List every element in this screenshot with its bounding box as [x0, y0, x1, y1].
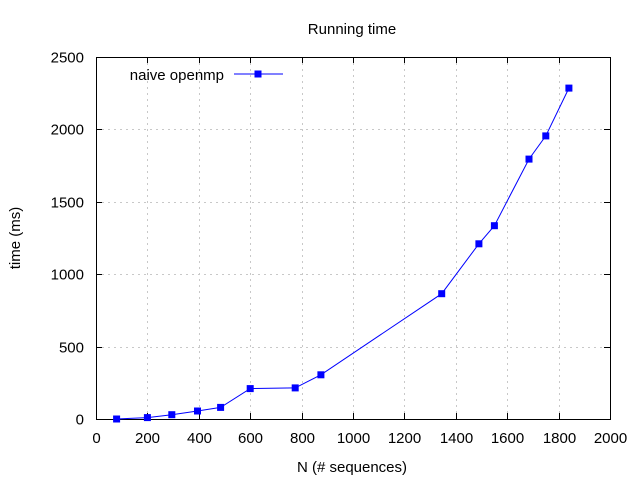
data-point [565, 84, 573, 92]
y-tick-label: 1500 [51, 195, 84, 212]
legend: naive openmp [130, 67, 283, 84]
data-point [143, 414, 151, 422]
x-tick-label: 800 [290, 430, 315, 447]
x-tick-label: 200 [135, 430, 160, 447]
x-tick-label: 600 [238, 430, 263, 447]
chart-title: Running time [308, 21, 396, 38]
data-point [168, 411, 176, 419]
data-point [438, 290, 446, 298]
y-tick-label: 500 [59, 340, 84, 357]
x-tick-label: 1200 [388, 430, 421, 447]
y-tick-label: 0 [76, 412, 84, 429]
data-point [113, 415, 121, 423]
legend-label: naive openmp [130, 67, 224, 84]
data-point [317, 371, 325, 379]
x-tick-label: 2000 [594, 430, 627, 447]
y-tick-label: 1000 [51, 267, 84, 284]
x-tick-label: 1000 [337, 430, 370, 447]
data-point [217, 403, 225, 411]
x-tick-label: 1400 [440, 430, 473, 447]
data-point [194, 407, 201, 415]
series-layer [113, 84, 573, 423]
y-tick-label: 2500 [51, 50, 84, 67]
data-point [291, 384, 299, 392]
series-line [116, 87, 570, 420]
x-tick-label: 400 [187, 430, 212, 447]
x-tick-label: 1600 [491, 430, 524, 447]
data-point [246, 385, 254, 393]
x-tick-label: 0 [92, 430, 100, 447]
x-axis-label: N (# sequences) [297, 459, 407, 476]
data-point [490, 222, 498, 230]
axis-ticks: 0 200 400 600 800 1000 1200 1400 1600 1800 2000 0 50… [51, 50, 628, 448]
data-point [542, 132, 550, 140]
data-point [525, 155, 533, 163]
y-axis-label: time (ms) [7, 207, 24, 270]
plot-frame [96, 57, 611, 420]
legend-marker [254, 70, 262, 78]
grid [96, 57, 610, 419]
data-point [475, 240, 483, 248]
x-tick-label: 1800 [543, 430, 576, 447]
y-tick-label: 2000 [51, 122, 84, 139]
